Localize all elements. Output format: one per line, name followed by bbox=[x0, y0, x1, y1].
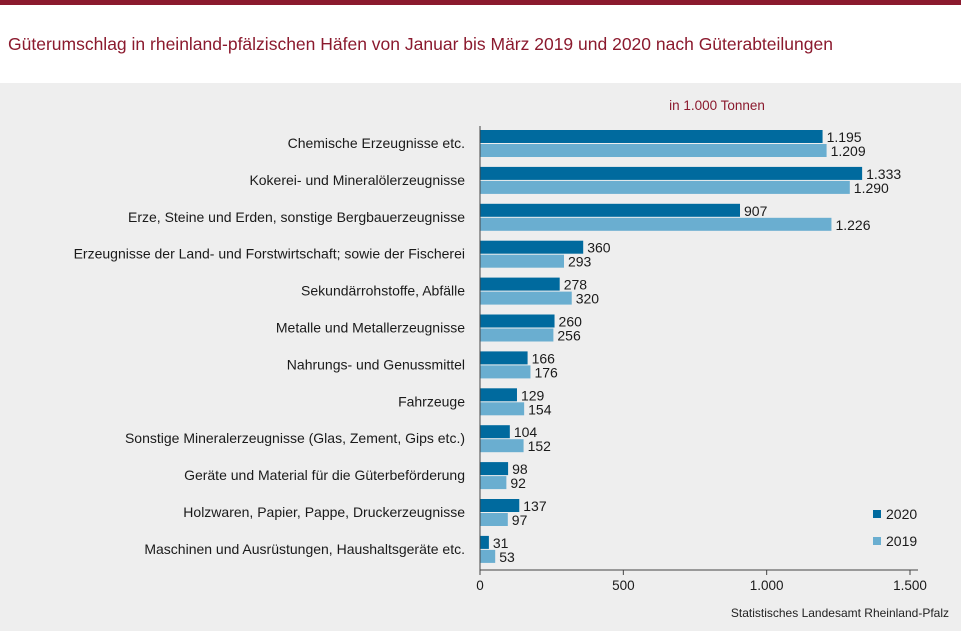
data-label-2019: 293 bbox=[568, 254, 592, 270]
bar-2019 bbox=[480, 180, 850, 194]
data-label-2020: 360 bbox=[587, 240, 611, 256]
category-label: Geräte und Material für die Güterbeförde… bbox=[184, 467, 465, 483]
bar-2019 bbox=[480, 217, 832, 231]
data-label-2020: 104 bbox=[514, 424, 538, 440]
category-label: Fahrzeuge bbox=[398, 393, 465, 409]
legend-label-2020: 2020 bbox=[886, 506, 917, 522]
bar-2020 bbox=[480, 499, 520, 512]
bar-2019 bbox=[480, 291, 572, 305]
bar-2019 bbox=[480, 144, 827, 157]
x-tick-label: 1.500 bbox=[893, 578, 927, 593]
data-label-2020: 1.333 bbox=[866, 166, 901, 182]
data-label-2020: 129 bbox=[521, 387, 545, 403]
data-label-2020: 260 bbox=[559, 314, 583, 330]
bar-2019 bbox=[480, 439, 524, 453]
bar-chart: in 1.000 Tonnen Chemische Erzeugnisse etc… bbox=[74, 98, 927, 593]
legend-swatch-2019 bbox=[873, 537, 881, 545]
category-label: Kokerei- und Mineralölerzeugnisse bbox=[249, 172, 465, 188]
data-label-2019: 92 bbox=[510, 475, 526, 491]
bar-2019 bbox=[480, 365, 531, 379]
top-accent-rule bbox=[0, 0, 961, 5]
bar-2019 bbox=[480, 513, 508, 526]
x-tick-label: 0 bbox=[476, 578, 484, 593]
category-label: Sonstige Mineralerzeugnisse (Glas, Zemen… bbox=[125, 430, 465, 446]
bar-2019 bbox=[480, 402, 525, 416]
category-label: Sekundärrohstoffe, Abfälle bbox=[301, 283, 465, 299]
unit-label: in 1.000 Tonnen bbox=[669, 98, 765, 113]
source-note: Statistisches Landesamt Rheinland-Pfalz bbox=[730, 606, 949, 620]
bar-2020 bbox=[480, 388, 517, 402]
data-label-2019: 152 bbox=[528, 438, 552, 454]
bar-2020 bbox=[480, 535, 489, 549]
data-label-2019: 1.290 bbox=[854, 180, 889, 196]
x-tick-label: 1.000 bbox=[750, 578, 784, 593]
bar-2019 bbox=[480, 328, 554, 342]
legend-label-2019: 2019 bbox=[886, 533, 917, 549]
chart-panel: in 1.000 Tonnen Chemische Erzeugnisse etc… bbox=[0, 83, 961, 631]
data-label-2020: 137 bbox=[523, 498, 547, 514]
data-label-2020: 31 bbox=[493, 535, 509, 551]
bar-2020 bbox=[480, 314, 555, 328]
data-label-2019: 97 bbox=[512, 512, 528, 528]
bar-2020 bbox=[480, 130, 823, 143]
data-label-2020: 278 bbox=[564, 277, 588, 293]
data-label-2019: 320 bbox=[576, 291, 600, 307]
bar-2020 bbox=[480, 240, 584, 254]
bar-2020 bbox=[480, 351, 528, 365]
legend-swatch-2020 bbox=[873, 510, 881, 518]
category-label: Chemische Erzeugnisse etc. bbox=[288, 135, 465, 151]
data-label-2020: 907 bbox=[744, 203, 768, 219]
data-label-2020: 166 bbox=[532, 350, 556, 366]
data-label-2020: 1.195 bbox=[827, 129, 862, 145]
x-tick-label: 500 bbox=[612, 578, 635, 593]
data-label-2019: 53 bbox=[499, 549, 515, 565]
data-label-2019: 176 bbox=[534, 364, 558, 380]
bar-2019 bbox=[480, 549, 496, 563]
data-label-2019: 1.209 bbox=[831, 143, 866, 159]
data-label-2019: 1.226 bbox=[835, 217, 870, 233]
category-label: Nahrungs- und Genussmittel bbox=[287, 356, 465, 372]
bar-2020 bbox=[480, 166, 863, 180]
chart-title: Güterumschlag in rheinland-pfälzischen H… bbox=[8, 34, 833, 54]
category-label: Erzeugnisse der Land- und Forstwirtschaf… bbox=[74, 246, 465, 262]
bar-2019 bbox=[480, 254, 564, 268]
category-label: Holzwaren, Papier, Pappe, Druckerzeugnis… bbox=[183, 504, 465, 520]
bar-2020 bbox=[480, 425, 510, 439]
bar-2020 bbox=[480, 462, 509, 476]
data-label-2020: 98 bbox=[512, 461, 528, 477]
category-label: Erze, Steine und Erden, sonstige Bergbau… bbox=[128, 209, 465, 225]
bar-2020 bbox=[480, 277, 560, 291]
data-label-2019: 154 bbox=[528, 401, 552, 417]
category-label: Metalle und Metallerzeugnisse bbox=[276, 320, 465, 336]
category-label: Maschinen und Ausrüstungen, Haushaltsger… bbox=[144, 541, 465, 557]
bar-2020 bbox=[480, 203, 741, 217]
data-label-2019: 256 bbox=[557, 328, 581, 344]
bar-2019 bbox=[480, 476, 507, 490]
